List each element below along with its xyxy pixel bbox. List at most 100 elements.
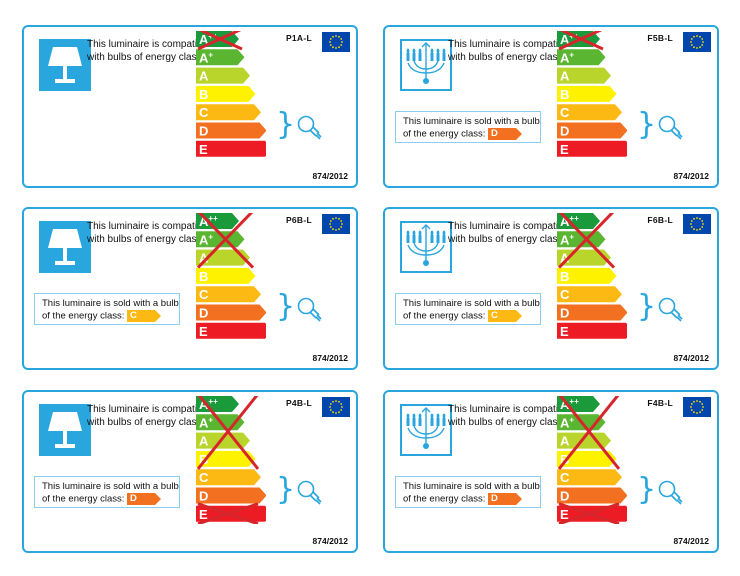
- product-code: F4B-L: [647, 398, 673, 408]
- eu-flag-icon: [322, 397, 350, 417]
- energy-class-label: E: [560, 324, 569, 339]
- energy-class-bar: A: [557, 67, 611, 84]
- energy-class-bar: A: [196, 249, 250, 266]
- energy-class-bar: E: [557, 140, 633, 157]
- cross-mark: [196, 209, 255, 269]
- product-code: P6B-L: [285, 215, 312, 225]
- energy-class-bar: C: [196, 469, 261, 486]
- energy-class-label: A: [199, 251, 209, 266]
- energy-class-bar: D: [196, 487, 267, 504]
- regulation-number: 874/2012: [312, 171, 348, 181]
- eu-flag-icon: [683, 32, 711, 52]
- product-code: P1A-L: [285, 33, 312, 43]
- energy-class-label: A: [560, 251, 570, 266]
- product-code: F6B-L: [647, 215, 673, 225]
- bulb-icon: [294, 113, 324, 143]
- compatibility-text: This luminaire is compatible with bulbs …: [448, 404, 576, 428]
- table-lamp-icon: [39, 221, 91, 273]
- product-code: F5B-L: [647, 33, 673, 43]
- energy-class-bar: E: [196, 140, 272, 157]
- energy-label-card: This luminaire is compatible with bulbs …: [22, 25, 358, 188]
- energy-class-label: C: [199, 105, 209, 120]
- eu-flag-icon: [322, 32, 350, 52]
- energy-class-bar: A+: [557, 49, 606, 66]
- sold-with-bulb-text: This luminaire is sold with a bulb of th…: [403, 298, 540, 322]
- brace-icon: }: [637, 472, 657, 507]
- cross-mark: [558, 27, 604, 51]
- cross-mark: [196, 393, 260, 470]
- energy-class-bar: B: [196, 85, 256, 102]
- regulation-number: 874/2012: [312, 353, 348, 363]
- energy-class-label: A: [199, 434, 209, 449]
- energy-class-label: D: [199, 124, 208, 139]
- energy-class-bar: A: [196, 432, 250, 449]
- energy-class-label: D: [199, 306, 208, 321]
- energy-class-bar: A+: [196, 231, 245, 248]
- energy-class-label: C: [199, 470, 209, 485]
- table-lamp-icon: [39, 404, 91, 456]
- sold-energy-class-label: D: [491, 493, 498, 504]
- bulb-icon: [294, 295, 324, 325]
- energy-class-bar: A: [557, 432, 611, 449]
- brace-icon: }: [637, 289, 657, 324]
- energy-class-label: B: [199, 269, 208, 284]
- cross-mark: [197, 27, 243, 51]
- chandelier-icon: [400, 221, 452, 273]
- sold-with-bulb-box: This luminaire is sold with a bulb of th…: [395, 111, 541, 143]
- energy-class-bar: C: [557, 286, 622, 303]
- energy-class-label: E: [560, 507, 569, 522]
- sold-with-bulb-box: This luminaire is sold with a bulb of th…: [34, 476, 180, 508]
- energy-class-bar: B: [557, 85, 617, 102]
- energy-class-label: C: [560, 105, 570, 120]
- product-code: P4B-L: [285, 398, 312, 408]
- sold-energy-class-tag: D: [127, 493, 162, 505]
- energy-class-label: D: [199, 489, 208, 504]
- energy-class-bar: B: [196, 267, 256, 284]
- energy-class-label: C: [560, 470, 570, 485]
- sold-with-bulb-text: This luminaire is sold with a bulb of th…: [403, 481, 540, 505]
- energy-class-label: A: [199, 69, 209, 84]
- compatibility-text: This luminaire is compatible with bulbs …: [87, 39, 215, 63]
- sold-energy-class-label: C: [130, 310, 137, 321]
- regulation-number: 874/2012: [673, 536, 709, 546]
- energy-class-label: E: [199, 142, 208, 157]
- energy-class-label: B: [560, 87, 569, 102]
- bulb-icon: [655, 113, 685, 143]
- sold-with-bulb-text: This luminaire is sold with a bulb of th…: [42, 481, 179, 505]
- sold-energy-class-tag: D: [488, 128, 523, 140]
- energy-label-card: This luminaire is compatible with bulbs …: [22, 207, 358, 370]
- cross-mark: [557, 393, 621, 470]
- energy-class-label: E: [199, 324, 208, 339]
- chandelier-icon: [400, 404, 452, 456]
- energy-class-bar: E: [196, 322, 272, 339]
- energy-class-bar: B: [557, 267, 617, 284]
- sold-energy-class-label: D: [130, 493, 137, 504]
- compatibility-text: This luminaire is compatible with bulbs …: [87, 221, 215, 245]
- compatibility-text: This luminaire is compatible with bulbs …: [448, 39, 576, 63]
- cross-mark: [557, 209, 616, 269]
- sold-energy-class-tag: C: [127, 310, 162, 322]
- energy-class-label: E: [560, 142, 569, 157]
- bulb-icon: [655, 478, 685, 508]
- brace-icon: }: [276, 472, 296, 507]
- compatibility-text: This luminaire is compatible with bulbs …: [87, 404, 215, 428]
- energy-class-bar: D: [196, 122, 267, 139]
- compatibility-text: This luminaire is compatible with bulbs …: [448, 221, 576, 245]
- energy-class-bar: D: [557, 122, 628, 139]
- energy-class-bar: C: [196, 104, 261, 121]
- energy-label-card: This luminaire is compatible with bulbs …: [22, 390, 358, 553]
- regulation-number: 874/2012: [673, 171, 709, 181]
- energy-class-bar: D: [196, 304, 267, 321]
- energy-class-label: C: [560, 287, 570, 302]
- energy-class-label: D: [560, 489, 569, 504]
- sold-energy-class-tag: D: [488, 493, 523, 505]
- energy-class-label: D: [560, 306, 569, 321]
- sold-energy-class-tag: C: [488, 310, 523, 322]
- energy-class-bar: C: [557, 104, 622, 121]
- energy-class-bar: C: [557, 469, 622, 486]
- energy-class-label: C: [199, 287, 209, 302]
- cross-mark: [197, 502, 259, 526]
